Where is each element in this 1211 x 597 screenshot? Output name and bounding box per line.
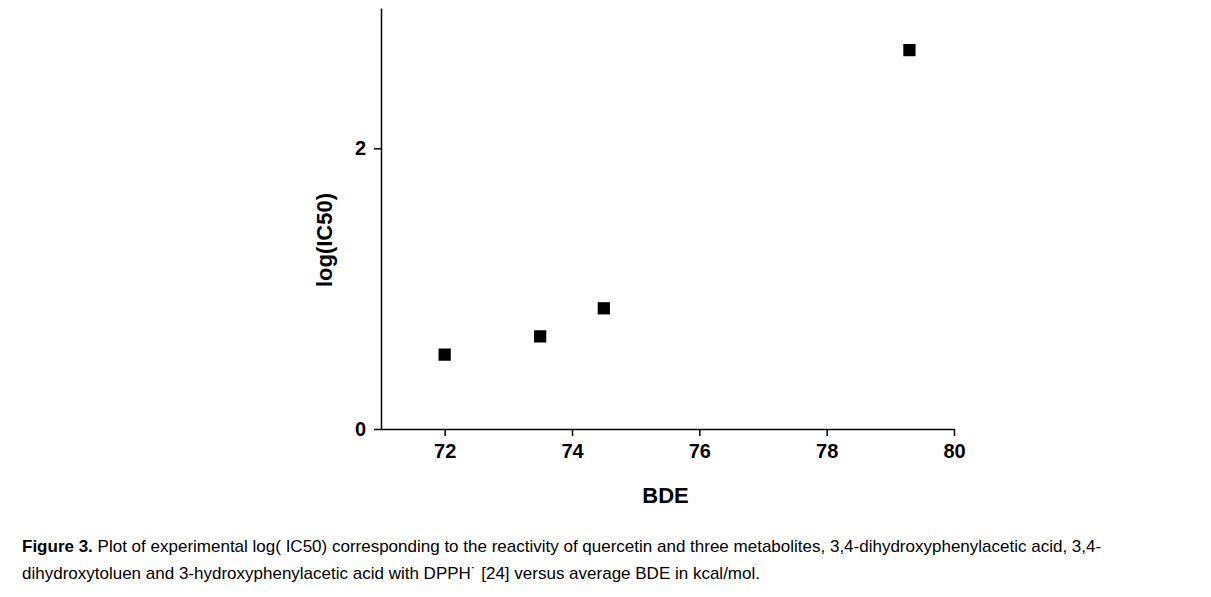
y-axis: 02 (355, 9, 382, 440)
y-tick-mark (374, 429, 381, 431)
x-tick-mark (826, 429, 828, 436)
x-tick: 72 (434, 429, 456, 462)
x-tick-label: 72 (434, 440, 456, 462)
x-tick-label: 78 (816, 440, 838, 462)
caption-label: Figure 3. (22, 537, 93, 556)
x-tick-mark (444, 429, 446, 436)
y-axis-title: log(IC50) (312, 193, 337, 287)
y-tick-mark (374, 148, 381, 150)
point (439, 348, 451, 360)
caption: Figure 3. Plot of experimental log( IC50… (22, 533, 1202, 587)
point (598, 302, 610, 314)
y-tick-label: 0 (355, 418, 366, 440)
x-tick: 76 (689, 429, 711, 462)
x-tick: 74 (561, 429, 584, 462)
x-tick-label: 76 (689, 440, 711, 462)
y-tick: 0 (355, 418, 381, 440)
x-tick-mark (699, 429, 701, 436)
caption-text: Plot of experimental log( IC50) correspo… (22, 537, 1101, 583)
point (534, 330, 546, 342)
y-tick: 2 (355, 137, 381, 159)
points (439, 44, 916, 361)
x-axis-title: BDE (642, 483, 688, 508)
x-tick-mark (954, 429, 956, 436)
x-axis: 72 74 76 78 80 (382, 429, 966, 462)
x-tick: 80 (943, 429, 965, 462)
x-axis-line (382, 429, 955, 431)
x-tick-mark (572, 429, 574, 436)
y-axis-line (381, 9, 383, 430)
x-tick-label: 80 (943, 440, 965, 462)
x-tick: 78 (816, 429, 838, 462)
y-tick-label: 2 (355, 137, 366, 159)
x-tick-label: 74 (561, 440, 584, 462)
point (903, 44, 915, 56)
